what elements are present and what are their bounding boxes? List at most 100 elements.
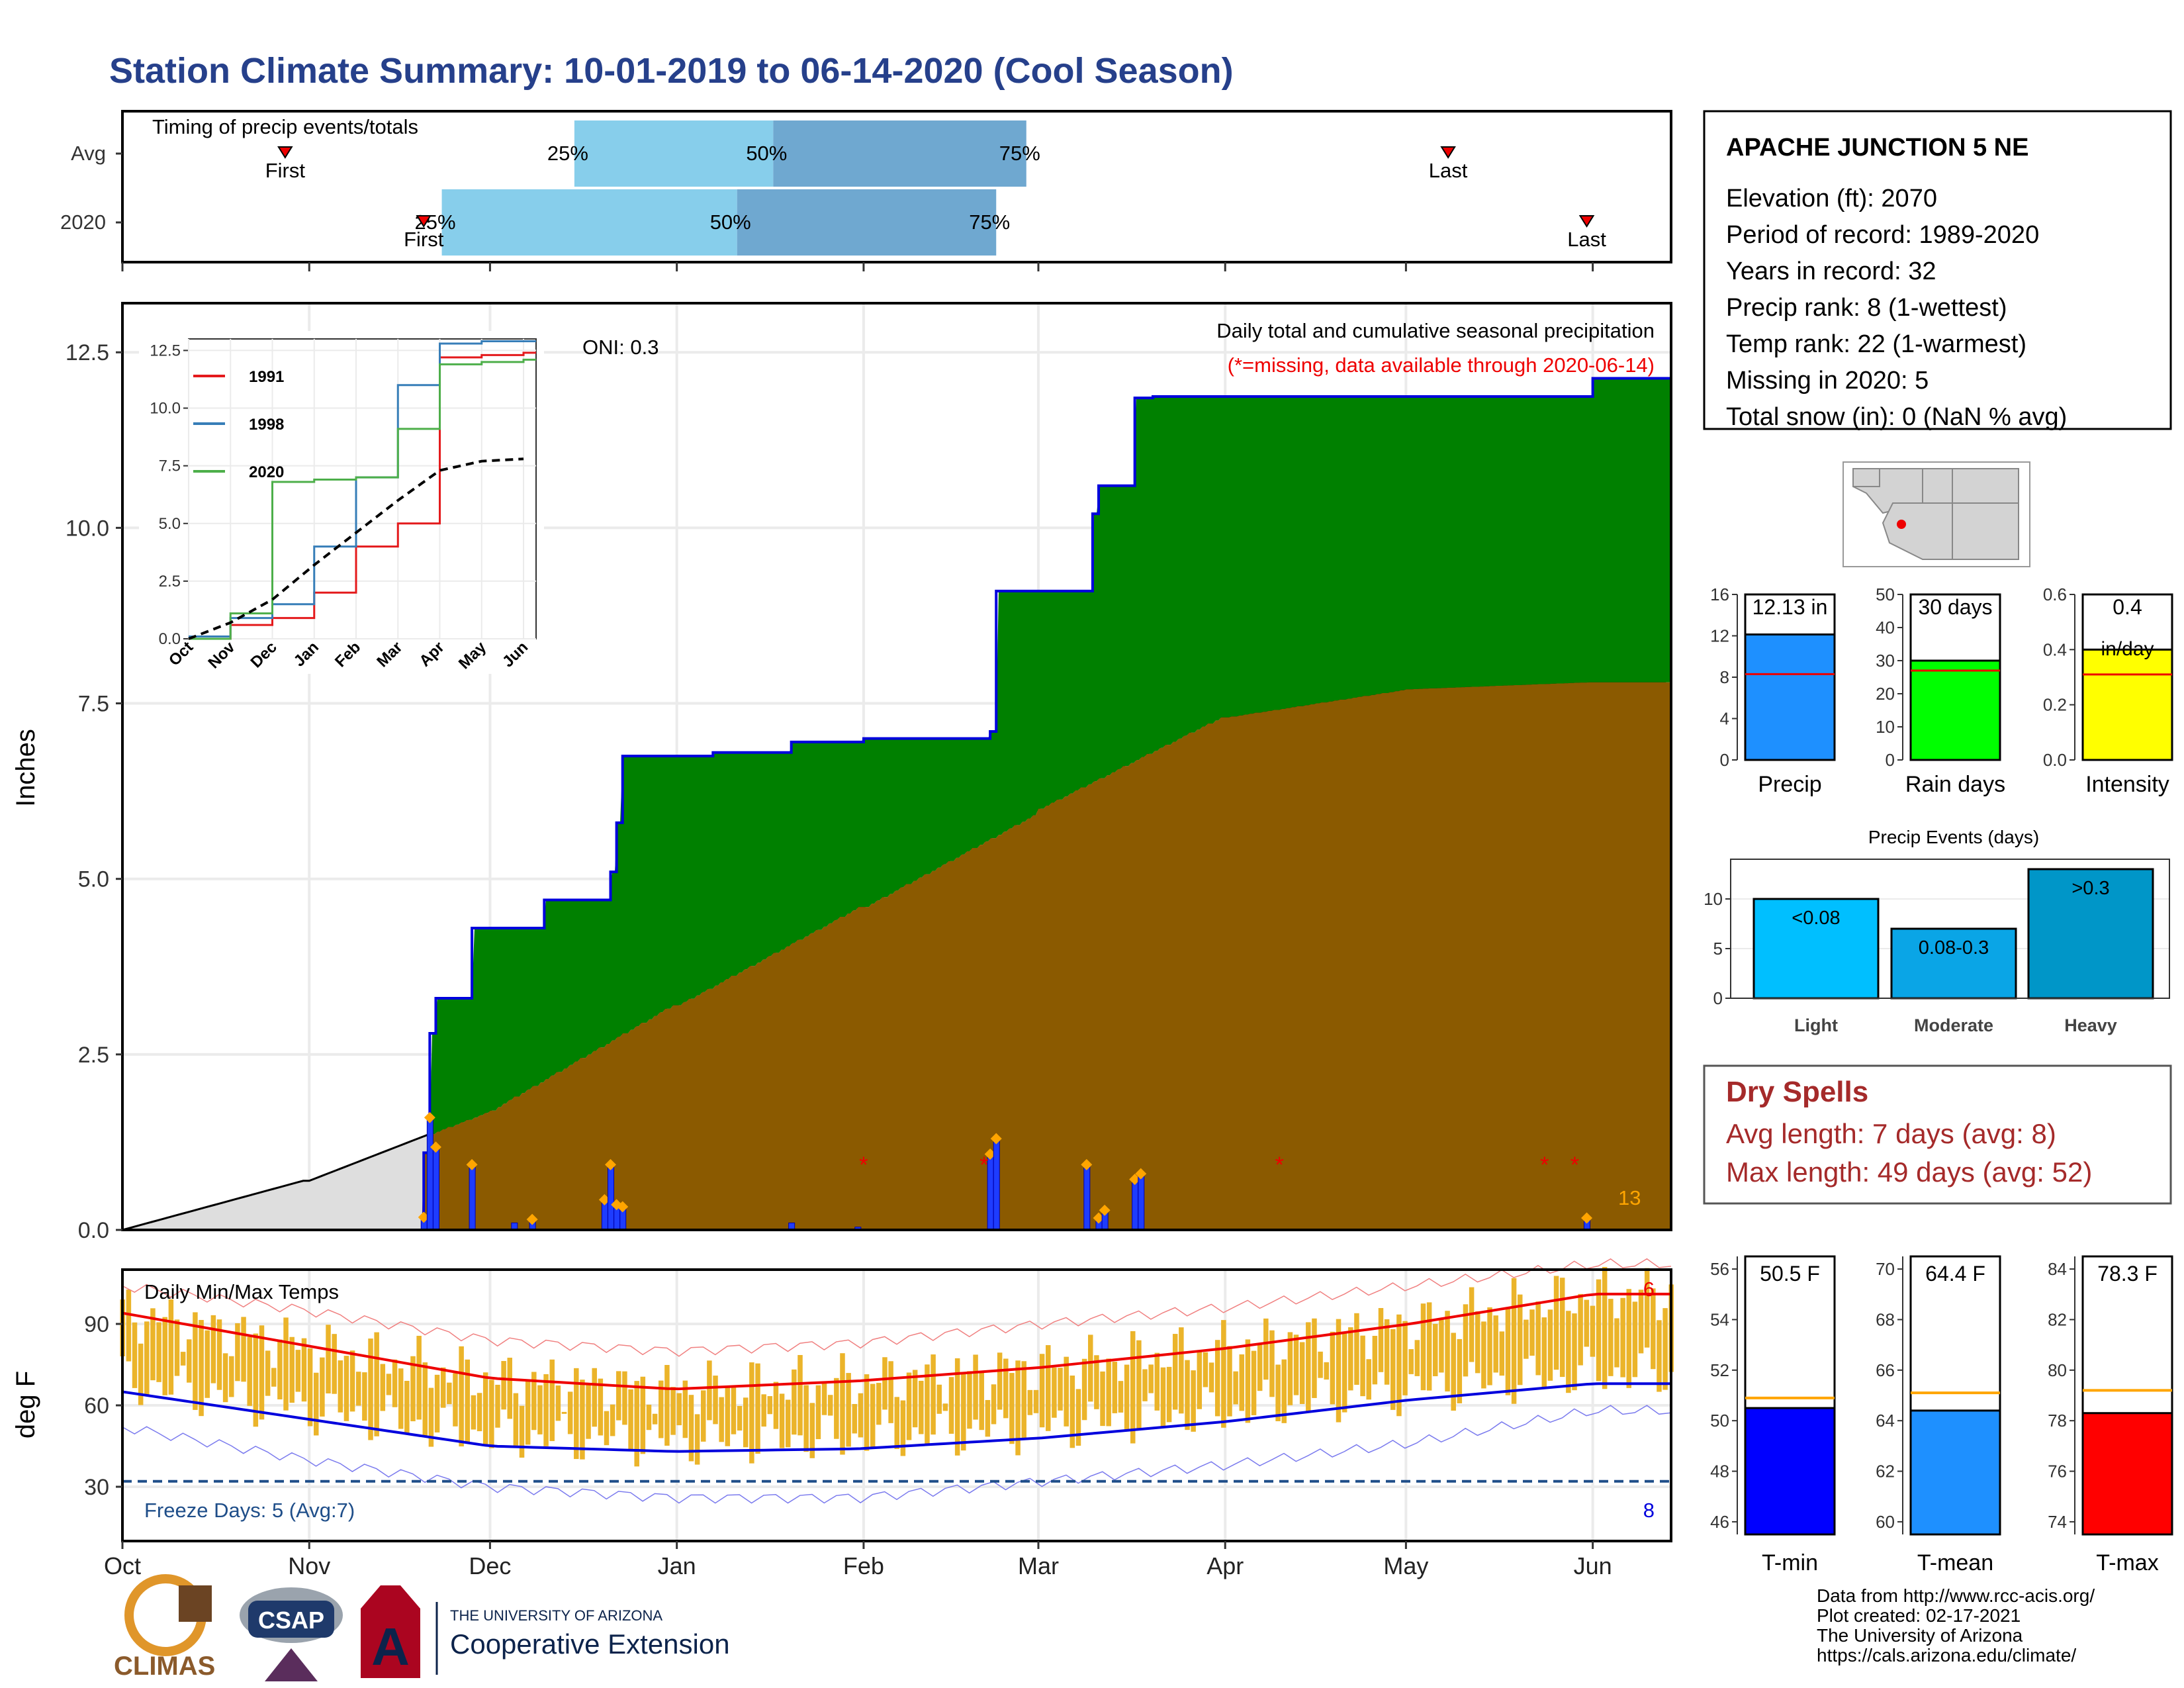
temp-bar-label: T-mean	[1917, 1550, 1993, 1575]
daily-temp-range-bar	[1614, 1318, 1619, 1368]
daily-temp-range-bar	[737, 1405, 743, 1431]
precip-y-tick-label: 10.0	[66, 516, 109, 541]
temp-series-line	[122, 1292, 1671, 1391]
daily-precip-bar	[432, 1147, 439, 1231]
temp-series-line	[122, 1405, 1672, 1504]
dry-spells-panel: Dry Spells Avg length: 7 days (avg: 8) M…	[1703, 1064, 2172, 1205]
daily-temp-range-bar	[676, 1393, 682, 1426]
daily-temp-range-bar	[1233, 1371, 1238, 1405]
x-tick-label: May	[1383, 1552, 1428, 1579]
station-detail: Missing in 2020: 5	[1726, 367, 1929, 395]
location-map	[1843, 461, 2030, 567]
daily-temp-range-bar	[1064, 1356, 1069, 1427]
daily-temp-range-bar	[827, 1395, 833, 1416]
daily-precip-marker	[984, 1148, 996, 1160]
timing-last-label: Last	[1567, 228, 1606, 251]
temp-bar-tick-label: 66	[1876, 1360, 1895, 1380]
daily-temp-range-bar	[900, 1400, 906, 1456]
daily-temp-range-bar	[604, 1411, 610, 1446]
daily-temp-range-bar	[362, 1372, 367, 1421]
daily-precip-marker	[1581, 1212, 1593, 1224]
mini-bar-tick-label: 4	[1720, 709, 1729, 729]
daily-temp-range-bar	[985, 1399, 991, 1437]
daily-temp-range-bar	[906, 1372, 912, 1440]
daily-temp-range-bar	[1632, 1301, 1638, 1378]
daily-temp-range-bar	[1069, 1376, 1075, 1448]
precip-legend-title: Daily total and cumulative seasonal prec…	[1216, 319, 1655, 342]
events-tick-label: 10	[1704, 889, 1723, 909]
station-detail: Years in record: 32	[1726, 258, 1936, 285]
daily-temp-range-bar	[168, 1299, 174, 1395]
daily-temp-range-bar	[628, 1389, 633, 1450]
x-tick-label: Nov	[288, 1552, 330, 1579]
daily-temp-range-bar	[997, 1352, 1003, 1410]
daily-temp-range-bar	[1584, 1299, 1590, 1347]
daily-temp-range-bar	[767, 1396, 773, 1415]
daily-temp-range-bar	[701, 1390, 706, 1442]
daily-temp-range-bar	[852, 1403, 858, 1434]
temp-bar-value: 50.5 F	[1760, 1262, 1820, 1286]
daily-temp-range-bar	[1602, 1266, 1608, 1389]
timing-pct-label: 75%	[969, 211, 1010, 234]
daily-temp-range-bar	[1644, 1268, 1650, 1348]
daily-temp-range-bar	[1590, 1305, 1596, 1357]
daily-temp-range-bar	[1166, 1366, 1172, 1423]
daily-temp-range-bar	[150, 1308, 156, 1381]
daily-temp-range-bar	[574, 1368, 579, 1460]
timing-bar-25-50	[574, 120, 774, 187]
daily-temp-range-bar	[1269, 1330, 1275, 1397]
temp-bar-tick-label: 70	[1876, 1259, 1895, 1279]
daily-temp-range-bar	[731, 1385, 737, 1434]
daily-temp-range-bar	[761, 1394, 766, 1427]
inset-series-line	[188, 457, 524, 640]
daily-temp-range-bar	[349, 1350, 355, 1412]
daily-temp-range-bar	[1433, 1323, 1438, 1377]
daily-precip-bars: * * * * *	[418, 1111, 1593, 1231]
mini-bar-fill	[1909, 659, 2001, 761]
temp-bar-label: T-min	[1762, 1550, 1818, 1575]
temp-series-line	[122, 1258, 1672, 1357]
mini-bar-value: 12.13 in	[1752, 595, 1828, 619]
daily-temp-range-bar	[531, 1372, 537, 1430]
daily-temp-range-bar	[659, 1380, 664, 1438]
daily-temp-range-bar	[210, 1315, 216, 1383]
map-state-ca	[1852, 468, 1880, 487]
temp-bar-label: T-max	[2096, 1550, 2158, 1575]
temp-bar-tick-label: 62	[1876, 1462, 1895, 1481]
precip-y-tick-label: 5.0	[78, 867, 109, 892]
daily-precip-marker	[1135, 1168, 1147, 1180]
daily-temp-range-bar	[447, 1382, 452, 1405]
footer-line: https://cals.arizona.edu/climate/	[1817, 1645, 2076, 1665]
daily-temp-range-bar	[725, 1387, 731, 1446]
daily-temp-range-bar	[549, 1359, 555, 1441]
temp-y-tick-label: 90	[84, 1312, 109, 1337]
map-state-ut	[1922, 468, 1953, 504]
daily-temp-range-bar	[525, 1380, 531, 1445]
daily-temp-range-bar	[1118, 1381, 1124, 1413]
mini-bar-fill	[2081, 648, 2173, 761]
daily-temp-range-bar	[289, 1336, 295, 1403]
mini-bar-tick-label: 0.6	[2043, 585, 2067, 604]
month-x-axis: Oct Nov Dec Jan Feb Mar Apr May Jun	[104, 1541, 1612, 1579]
daily-temp-range-bar	[598, 1378, 604, 1436]
inset-legend-label: 1998	[249, 416, 284, 434]
daily-temp-range-bar	[1003, 1358, 1009, 1419]
daily-temp-range-bar	[1142, 1369, 1148, 1401]
daily-temp-range-bar	[247, 1336, 252, 1406]
daily-temp-range-bar	[882, 1357, 887, 1410]
daily-temp-range-bar	[942, 1403, 948, 1411]
daily-temp-range-bar	[954, 1358, 960, 1456]
daily-temp-range-bar	[1662, 1308, 1668, 1390]
temp-bar-tick-label: 78	[2048, 1411, 2067, 1430]
daily-temp-range-bar	[1578, 1293, 1583, 1366]
daily-temp-range-bar	[241, 1317, 246, 1382]
daily-temp-range-bar	[1566, 1311, 1571, 1393]
daily-temp-range-bar	[1021, 1361, 1026, 1438]
temp-bar-tick-label: 68	[1876, 1309, 1895, 1329]
temp-right-top-count: 6	[1643, 1278, 1655, 1301]
daily-temp-range-bar	[1517, 1294, 1523, 1385]
daily-temp-range-bar	[1293, 1335, 1299, 1395]
daily-temp-range-bar	[193, 1312, 198, 1410]
daily-temp-range-bar	[1324, 1362, 1329, 1380]
daily-temp-range-bar	[477, 1393, 482, 1432]
